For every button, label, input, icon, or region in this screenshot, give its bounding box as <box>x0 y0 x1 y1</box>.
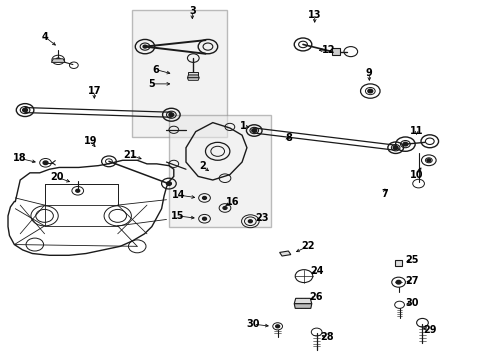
Text: 15: 15 <box>170 211 183 221</box>
Text: 9: 9 <box>365 68 372 78</box>
Circle shape <box>43 161 48 165</box>
Text: 26: 26 <box>308 292 322 302</box>
Circle shape <box>56 58 61 62</box>
Text: 2: 2 <box>199 161 205 171</box>
Text: 25: 25 <box>405 255 418 265</box>
Polygon shape <box>294 304 311 309</box>
Text: 18: 18 <box>13 153 27 163</box>
Bar <box>132 10 227 137</box>
Circle shape <box>22 108 27 112</box>
Text: 27: 27 <box>405 276 418 286</box>
Text: 30: 30 <box>246 319 260 329</box>
Text: 28: 28 <box>320 332 333 342</box>
Text: 1: 1 <box>240 121 246 131</box>
Polygon shape <box>51 59 65 62</box>
Circle shape <box>367 89 372 93</box>
Circle shape <box>395 280 400 284</box>
Text: 3: 3 <box>188 6 195 17</box>
Circle shape <box>76 189 80 192</box>
Circle shape <box>402 142 407 146</box>
Circle shape <box>202 217 206 220</box>
Circle shape <box>426 159 430 162</box>
Circle shape <box>223 207 226 210</box>
Text: 20: 20 <box>50 172 63 182</box>
Text: 16: 16 <box>225 197 239 207</box>
Polygon shape <box>394 260 402 266</box>
Text: 30: 30 <box>405 298 418 308</box>
Circle shape <box>275 325 279 328</box>
Text: 12: 12 <box>321 45 334 55</box>
Text: 8: 8 <box>285 133 291 143</box>
Text: 22: 22 <box>301 241 314 251</box>
Text: 21: 21 <box>123 150 136 160</box>
Text: 17: 17 <box>87 86 101 96</box>
Polygon shape <box>331 48 339 55</box>
Text: 13: 13 <box>307 10 321 20</box>
Polygon shape <box>187 75 199 78</box>
Text: 14: 14 <box>172 190 185 200</box>
Polygon shape <box>294 298 311 304</box>
Text: 19: 19 <box>84 136 98 146</box>
Circle shape <box>251 129 256 132</box>
Circle shape <box>248 220 252 223</box>
Text: 7: 7 <box>381 189 387 199</box>
Text: 24: 24 <box>309 266 323 276</box>
Circle shape <box>168 113 173 117</box>
Text: 23: 23 <box>255 213 268 222</box>
Circle shape <box>166 182 171 185</box>
Circle shape <box>392 146 397 149</box>
Bar <box>168 116 271 226</box>
Text: 11: 11 <box>409 126 423 135</box>
Polygon shape <box>279 251 290 256</box>
Circle shape <box>143 45 147 48</box>
Polygon shape <box>188 72 198 75</box>
Text: 4: 4 <box>41 32 48 41</box>
Text: 29: 29 <box>422 325 436 335</box>
Text: 10: 10 <box>409 170 423 180</box>
Text: 5: 5 <box>148 79 155 89</box>
Polygon shape <box>187 78 199 80</box>
Circle shape <box>202 197 206 199</box>
Text: 6: 6 <box>152 64 159 75</box>
